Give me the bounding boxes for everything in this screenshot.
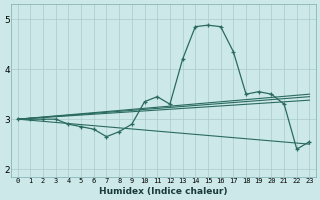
X-axis label: Humidex (Indice chaleur): Humidex (Indice chaleur) (99, 187, 228, 196)
